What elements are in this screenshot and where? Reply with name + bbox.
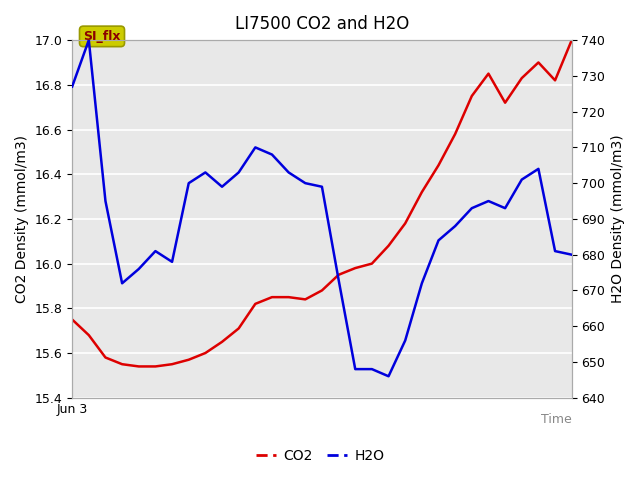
Legend: CO2, H2O: CO2, H2O xyxy=(250,443,390,468)
Y-axis label: CO2 Density (mmol/m3): CO2 Density (mmol/m3) xyxy=(15,135,29,303)
Text: Time: Time xyxy=(541,413,572,426)
Title: LI7500 CO2 and H2O: LI7500 CO2 and H2O xyxy=(235,15,409,33)
Text: SI_flx: SI_flx xyxy=(83,30,121,43)
Y-axis label: H2O Density (mmol/m3): H2O Density (mmol/m3) xyxy=(611,134,625,303)
